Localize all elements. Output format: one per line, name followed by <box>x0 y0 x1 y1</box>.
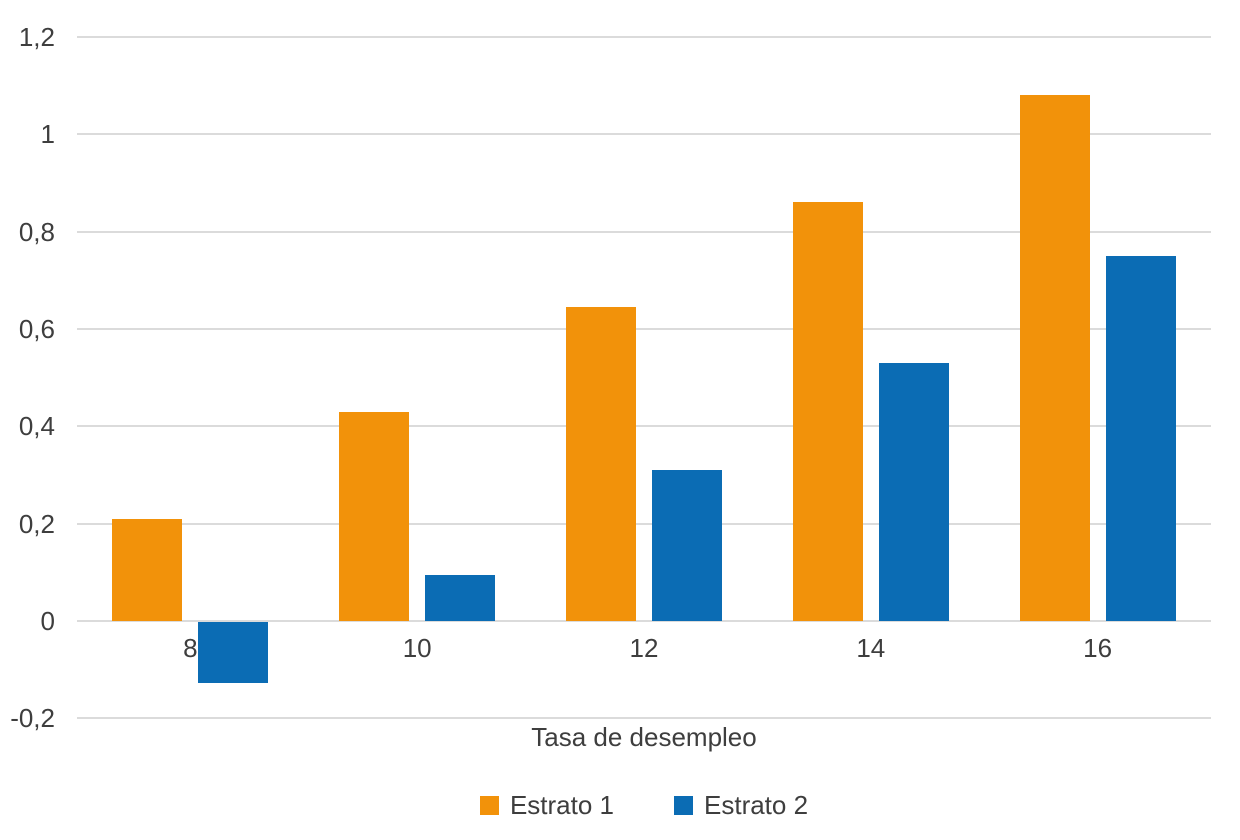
gridline <box>77 717 1211 720</box>
y-axis-tick-label: 0,6 <box>18 313 55 344</box>
y-axis-tick-label: 1,2 <box>18 22 55 52</box>
y-axis-tick-label: 0,2 <box>18 508 55 539</box>
gridline <box>77 133 1211 136</box>
y-axis-tick-label: 0,8 <box>18 216 55 247</box>
gridline <box>77 619 1211 622</box>
bar-estrato-1-16 <box>1019 95 1090 621</box>
gridline <box>77 230 1211 233</box>
y-axis-tick-label: -0,2 <box>10 703 55 734</box>
gridline <box>77 327 1211 330</box>
gridline <box>77 522 1211 525</box>
y-axis-tick-label: 0,4 <box>18 411 55 442</box>
chart-legend: Estrato 1 Estrato 2 <box>77 790 1211 820</box>
legend-item-estrato-1: Estrato 1 <box>479 790 614 820</box>
legend-swatch <box>674 795 693 815</box>
gridline <box>77 36 1211 38</box>
x-axis-tick-label: 8 <box>183 633 198 663</box>
bar-estrato-2-16 <box>1105 255 1176 621</box>
bar-estrato-2-14 <box>878 362 949 621</box>
y-axis-tick-label: 0 <box>40 605 55 636</box>
x-axis-tick-label: 10 <box>402 633 432 663</box>
bar-estrato-2-12 <box>652 469 722 621</box>
bar-estrato-2-10 <box>425 574 496 621</box>
x-axis-title: Tasa de desempleo <box>531 722 757 752</box>
gridline <box>77 425 1211 428</box>
x-axis-tick-label: 16 <box>1083 633 1113 663</box>
x-axis-tick-label: 12 <box>629 633 659 663</box>
bar-estrato-1-10 <box>339 411 410 621</box>
bar-estrato-1-14 <box>792 202 863 621</box>
bar-estrato-1-12 <box>566 307 636 621</box>
y-axis-tick-label: 1 <box>40 119 55 150</box>
bar-estrato-2-8 <box>198 621 269 683</box>
legend-swatch <box>479 795 499 815</box>
x-axis-tick-label: 14 <box>856 633 886 663</box>
legend-label: Estrato 1 <box>509 790 614 820</box>
legend-item-estrato-2: Estrato 2 <box>674 790 808 820</box>
legend-label: Estrato 2 <box>704 790 809 820</box>
bar-estrato-1-8 <box>112 518 183 621</box>
